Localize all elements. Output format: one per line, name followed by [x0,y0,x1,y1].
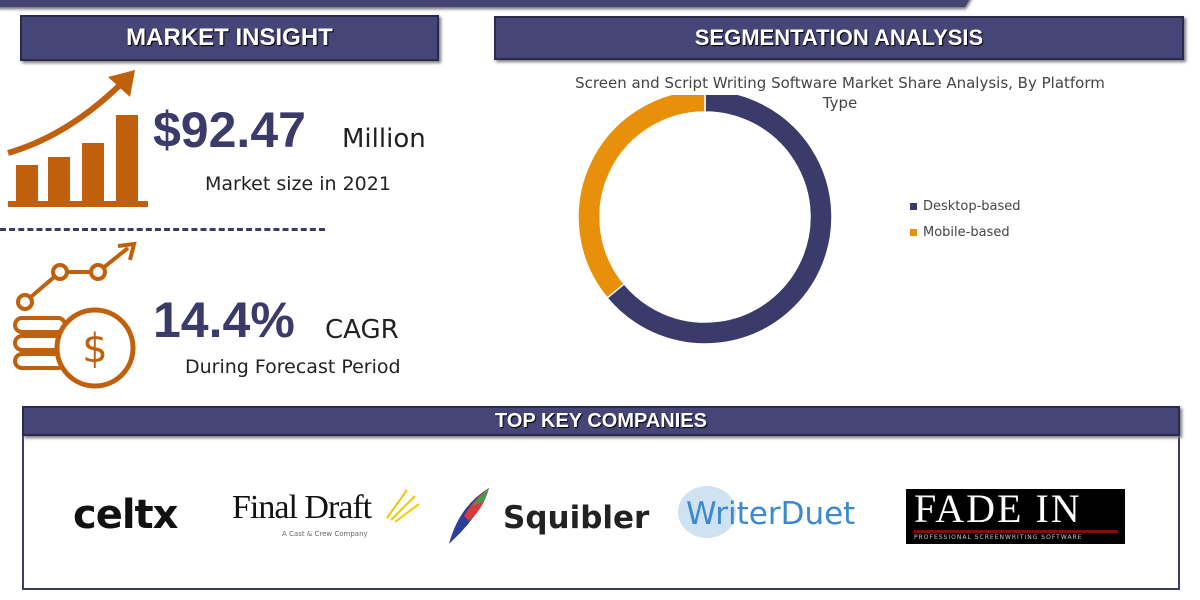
final-draft-tagline: A Cast & Crew Company [282,530,368,538]
final-draft-logo: Final Draft [232,489,372,526]
money-growth-icon: $ [13,241,137,389]
market-insight-header: MARKET INSIGHT [20,15,439,61]
divider [0,228,325,231]
donut-chart [577,95,833,345]
writerduet-circle [678,486,736,538]
celtx-logo: celtx [73,492,178,538]
cagr-unit: CAGR [325,315,399,345]
legend-item-mobile: Mobile-based [910,224,1021,241]
fade-in-tagline: PROFESSIONAL SCREENWRITING SOFTWARE [914,534,1083,541]
legend-swatch [910,229,917,236]
cagr-value: 14.4% [153,292,295,348]
legend-label: Mobile-based [923,225,1010,240]
top-banner [0,0,975,7]
market-size-label: Market size in 2021 [205,173,391,195]
market-size-unit: Million [342,124,426,154]
market-size-value: $92.47 [153,102,306,158]
fade-in-logo: FADE IN [914,489,1082,531]
chart-title: Screen and Script Writing Software Marke… [575,74,1105,112]
donut-slice-desktop-based [606,95,833,345]
fade-in-logo-bg: FADE IN PROFESSIONAL SCREENWRITING SOFTW… [906,489,1125,544]
companies-header: TOP KEY COMPANIES [22,406,1180,436]
legend-swatch [910,203,917,210]
cagr-label: During Forecast Period [185,356,401,378]
legend-item-desktop: Desktop-based [910,198,1021,215]
squibler-logo: Squibler [503,500,650,536]
legend: Desktop-based Mobile-based [910,198,1021,241]
svg-text:$: $ [82,326,107,372]
segmentation-header: SEGMENTATION ANALYSIS [494,16,1184,60]
donut-slice-mobile-based [577,95,706,300]
squibler-feather-icon [449,488,489,544]
writerduet-logo: WriterDuet [686,496,856,532]
fade-in-rule [914,530,1118,533]
growth-chart-icon [7,70,148,207]
final-draft-pages-icon [386,489,420,523]
legend-label: Desktop-based [923,199,1021,214]
